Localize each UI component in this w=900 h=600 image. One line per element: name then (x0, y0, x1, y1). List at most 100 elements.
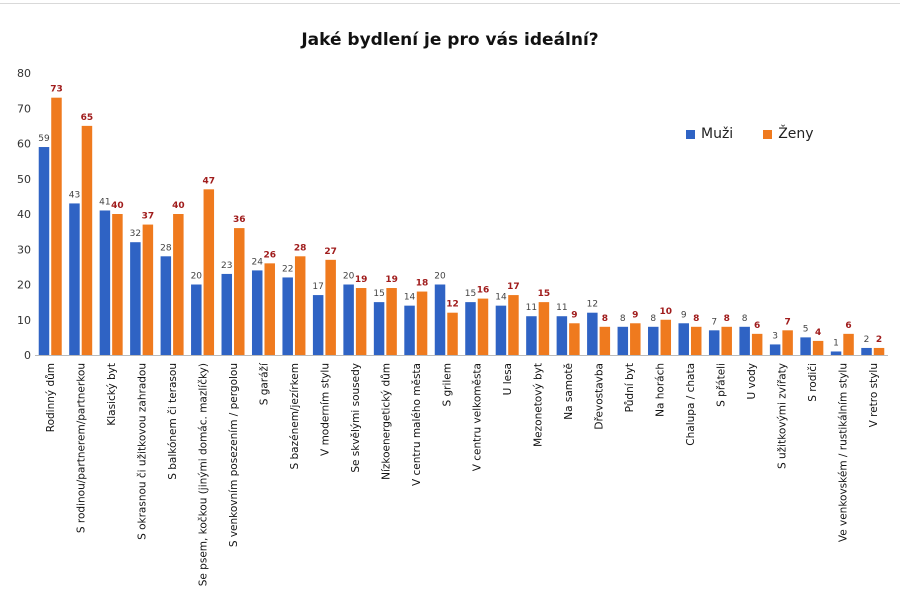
bar-zeny (51, 97, 62, 356)
data-label-zeny: 37 (142, 212, 155, 222)
x-tick-label: S bazénem/jezírkem (289, 363, 301, 469)
bar-zeny (569, 323, 580, 355)
bar-muzi (160, 256, 172, 355)
data-label-muzi: 43 (69, 190, 80, 200)
legend-item-zeny: Ženy (763, 126, 814, 142)
y-tick-label: 30 (17, 243, 31, 256)
data-label-muzi: 9 (681, 310, 687, 320)
legend-swatch-muzi (686, 129, 695, 139)
bar-zeny (690, 326, 702, 355)
bar-muzi (38, 147, 50, 355)
data-label-zeny: 47 (203, 176, 216, 186)
x-tick-label: S grilem (441, 363, 453, 407)
bar-muzi (282, 277, 293, 355)
data-label-muzi: 23 (221, 261, 232, 271)
x-tick-label: Klasický byt (106, 363, 118, 426)
bar-muzi (830, 351, 842, 355)
bar-muzi (191, 284, 202, 355)
x-tick-label: S přáteli (715, 363, 727, 407)
bar-zeny (234, 228, 245, 355)
x-tick-label: Rodinný dům (45, 363, 57, 432)
bar-muzi (99, 210, 111, 355)
bar-zeny (203, 189, 215, 355)
legend-label-muzi: Muži (701, 126, 734, 142)
y-tick-label: 50 (17, 173, 31, 186)
data-label-zeny: 40 (172, 201, 185, 211)
bar-zeny (294, 256, 306, 355)
data-label-muzi: 3 (772, 331, 778, 341)
bar-muzi (343, 284, 354, 355)
x-tick-label: S garáží (258, 362, 270, 405)
x-tick-label: V moderním stylu (319, 363, 331, 456)
x-tick-label: Na samotě (563, 363, 575, 420)
bar-muzi (495, 305, 507, 355)
data-label-zeny: 26 (263, 250, 276, 260)
y-tick-label: 40 (17, 208, 31, 221)
x-tick-label: Nízkoenergetický dům (380, 363, 392, 480)
x-tick-label: V centru malého města (411, 363, 423, 486)
bar-zeny (660, 319, 672, 355)
x-tick-label: Chalupa / chata (685, 363, 697, 446)
bar-zeny (386, 288, 397, 355)
x-tick-label: S užitkovými zvířaty (776, 363, 788, 469)
bar-zeny (599, 326, 611, 355)
top-border (0, 3, 900, 4)
bar-muzi (251, 270, 263, 355)
data-label-zeny: 16 (477, 286, 490, 296)
bar-muzi (404, 305, 415, 355)
x-tick-label: S rodinou/partnerem/partnerkou (76, 363, 88, 533)
data-label-zeny: 10 (660, 307, 673, 317)
data-label-zeny: 36 (233, 215, 246, 225)
y-tick-label: 20 (17, 279, 31, 292)
data-label-zeny: 9 (632, 310, 638, 320)
bar-zeny (355, 288, 367, 355)
bar-muzi (769, 344, 781, 355)
x-tick-label: Půdní byt (624, 363, 636, 412)
bar-zeny (538, 302, 550, 355)
bar-zeny (447, 312, 458, 355)
bar-muzi (739, 326, 750, 355)
bar-zeny (508, 295, 519, 355)
data-label-zeny: 8 (693, 314, 699, 324)
data-label-zeny: 7 (784, 317, 790, 327)
y-tick-label: 80 (17, 67, 31, 80)
data-label-muzi: 24 (252, 257, 264, 267)
x-tick-label: S rodiči (807, 363, 819, 402)
legend-item-muzi: Muži (686, 126, 733, 142)
y-tick-label: 60 (17, 138, 31, 151)
data-label-muzi: 8 (650, 314, 656, 324)
data-label-zeny: 9 (571, 310, 577, 320)
y-tick-label: 0 (24, 349, 31, 362)
data-label-muzi: 17 (312, 282, 323, 292)
data-label-zeny: 28 (294, 243, 307, 253)
bar-zeny (751, 333, 763, 355)
data-label-muzi: 12 (587, 300, 598, 310)
bar-muzi (312, 295, 324, 355)
bar-zeny (142, 224, 154, 355)
x-tick-label: U vody (746, 363, 758, 400)
bar-muzi (861, 347, 872, 355)
bar-zeny (843, 333, 854, 355)
data-label-muzi: 15 (373, 289, 384, 299)
x-tick-label: S balkónem či terasou (167, 363, 179, 480)
bar-muzi (617, 326, 629, 355)
x-tick-label: Na horách (655, 363, 667, 417)
x-tick-label: Se skvělými sousedy (350, 363, 362, 473)
data-label-zeny: 17 (507, 282, 520, 292)
bar-zeny (630, 323, 641, 355)
bar-zeny (812, 340, 824, 355)
data-label-muzi: 28 (160, 243, 172, 253)
bar-zeny (782, 330, 793, 355)
data-label-zeny: 19 (385, 275, 398, 285)
bar-muzi (678, 323, 689, 355)
data-label-zeny: 65 (81, 113, 94, 123)
x-tick-label: Ve venkovském / rustikálním stylu (837, 363, 849, 542)
data-label-muzi: 15 (465, 289, 476, 299)
chart-title: Jaké bydlení je pro vás ideální? (301, 30, 599, 50)
x-tick-label: Se psem, kočkou (jinými domác. mazlíčky) (198, 363, 210, 586)
bar-zeny (416, 291, 428, 355)
data-label-muzi: 32 (130, 229, 141, 239)
y-tick-label: 70 (17, 102, 31, 115)
data-label-zeny: 8 (724, 314, 730, 324)
